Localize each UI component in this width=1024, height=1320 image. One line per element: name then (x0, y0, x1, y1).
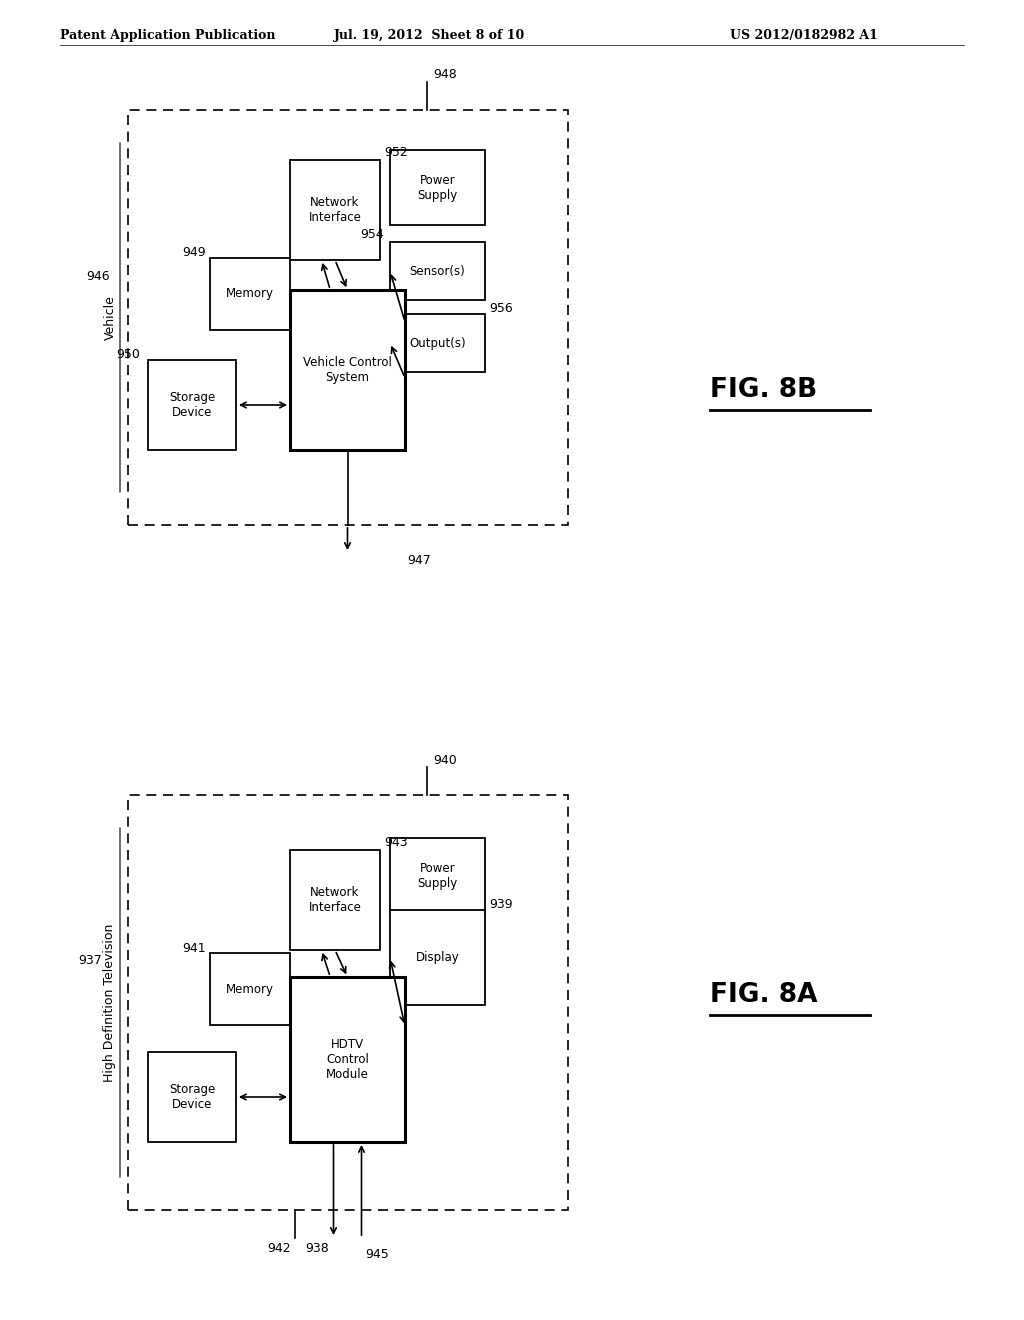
Bar (128, 110, 568, 525)
Text: Storage
Device: Storage Device (169, 391, 215, 418)
Text: 941: 941 (182, 941, 206, 954)
Text: 952: 952 (384, 145, 408, 158)
Bar (128, 795, 568, 1210)
Text: 948: 948 (433, 69, 457, 82)
Bar (210, 953, 290, 1026)
Text: Network
Interface: Network Interface (308, 886, 361, 913)
Bar (390, 838, 485, 913)
Text: 949: 949 (182, 247, 206, 260)
Text: Jul. 19, 2012  Sheet 8 of 10: Jul. 19, 2012 Sheet 8 of 10 (335, 29, 525, 41)
Text: HDTV
Control
Module: HDTV Control Module (326, 1038, 369, 1081)
Bar (390, 314, 485, 372)
Text: 937: 937 (78, 954, 101, 968)
Text: Network
Interface: Network Interface (308, 195, 361, 224)
Bar (148, 360, 236, 450)
Text: 947: 947 (407, 553, 430, 566)
Text: Display: Display (416, 950, 460, 964)
Text: 950: 950 (116, 348, 140, 362)
Bar (148, 1052, 236, 1142)
Text: FIG. 8B: FIG. 8B (710, 378, 817, 403)
Text: Sensor(s): Sensor(s) (410, 264, 465, 277)
Bar (210, 257, 290, 330)
Text: Power
Supply: Power Supply (418, 862, 458, 890)
Text: 943: 943 (384, 836, 408, 849)
Text: Memory: Memory (226, 982, 274, 995)
Text: 942: 942 (267, 1242, 291, 1254)
Text: Memory: Memory (226, 288, 274, 301)
Text: 954: 954 (360, 227, 384, 240)
Text: 939: 939 (489, 899, 513, 912)
Bar (290, 850, 380, 950)
Text: Output(s): Output(s) (410, 337, 466, 350)
Bar (390, 242, 485, 300)
Bar (290, 290, 406, 450)
Text: FIG. 8A: FIG. 8A (710, 982, 817, 1008)
Text: High Definition Television: High Definition Television (103, 923, 117, 1081)
Text: Power
Supply: Power Supply (418, 173, 458, 202)
Text: 940: 940 (433, 754, 457, 767)
Text: 956: 956 (489, 302, 513, 315)
Text: 946: 946 (86, 269, 110, 282)
Bar (390, 909, 485, 1005)
Bar (290, 160, 380, 260)
Bar (390, 150, 485, 224)
Text: Patent Application Publication: Patent Application Publication (60, 29, 275, 41)
Text: 938: 938 (306, 1242, 330, 1254)
Text: US 2012/0182982 A1: US 2012/0182982 A1 (730, 29, 878, 41)
Bar (290, 977, 406, 1142)
Text: Vehicle Control
System: Vehicle Control System (303, 356, 392, 384)
Text: 945: 945 (366, 1249, 389, 1262)
Text: Vehicle: Vehicle (103, 296, 117, 341)
Text: Storage
Device: Storage Device (169, 1082, 215, 1111)
